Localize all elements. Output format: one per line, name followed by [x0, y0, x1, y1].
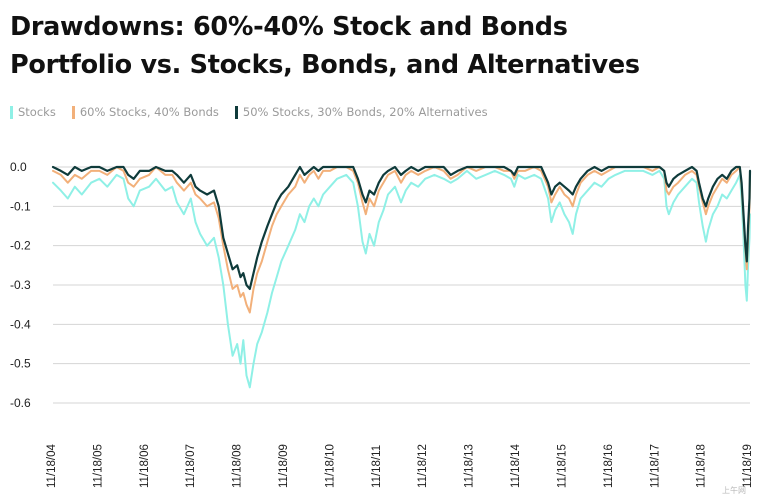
x-tick-label: 11/18/08: [232, 444, 244, 488]
legend-swatch-stocks: [10, 105, 13, 119]
x-tick-label: 11/18/06: [139, 444, 151, 488]
legend-label-60-40: 60% Stocks, 40% Bonds: [79, 105, 219, 119]
legend-item-50-30-20: 50% Stocks, 30% Bonds, 20% Alternatives: [234, 105, 488, 119]
x-tick-label: 11/18/09: [278, 444, 290, 488]
x-tick-label: 11/18/04: [46, 443, 58, 488]
x-tick-label: 11/18/11: [371, 445, 383, 488]
legend-label-stocks: Stocks: [18, 105, 56, 119]
legend-label-50-30-20: 50% Stocks, 30% Bonds, 20% Alternatives: [242, 105, 488, 119]
chart-legend: Stocks 60% Stocks, 40% Bonds 50% Stocks,…: [10, 104, 504, 120]
series-line-1: [52, 166, 751, 314]
y-tick-label: -0.1: [10, 199, 31, 213]
x-tick-label: 11/18/05: [92, 444, 104, 488]
x-tick-label: 11/18/13: [464, 444, 476, 488]
drawdown-line-chart: 0.0 -0.1 -0.2 -0.3 -0.4 -0.5 -0.6 11/18/04 11/18…: [10, 160, 754, 488]
y-tick-label: -0.4: [10, 317, 31, 331]
legend-swatch-60-40: [71, 105, 75, 119]
series-line-0: [52, 169, 751, 389]
chart-title: Drawdowns: 60%-40% Stock and Bonds Portf…: [10, 8, 750, 84]
y-tick-label: -0.6: [10, 396, 31, 410]
y-tick-label: -0.5: [10, 357, 31, 371]
legend-item-stocks: Stocks: [10, 105, 56, 119]
y-tick-label: -0.2: [10, 239, 31, 253]
x-tick-label: 11/18/19: [742, 444, 754, 488]
x-tick-label: 11/18/07: [185, 444, 197, 488]
x-tick-label: 11/18/14: [510, 443, 522, 488]
chart-title-line-2: Portfolio vs. Stocks, Bonds, and Alterna…: [10, 50, 640, 80]
y-tick-label: -0.3: [10, 278, 31, 292]
chart-title-line-1: Drawdowns: 60%-40% Stock and Bonds: [10, 12, 568, 42]
legend-swatch-50-30-20: [234, 105, 238, 119]
x-tick-label: 11/18/10: [324, 444, 336, 488]
x-tick-label: 11/18/18: [696, 444, 708, 488]
x-tick-label: 11/18/12: [417, 444, 429, 488]
watermark: 上午网: [722, 486, 746, 495]
y-tick-label: 0.0: [10, 160, 27, 174]
series-line-2: [51, 165, 752, 290]
x-tick-label: 11/18/16: [603, 444, 615, 488]
x-tick-label: 11/18/15: [557, 444, 569, 488]
legend-item-60-40: 60% Stocks, 40% Bonds: [71, 105, 219, 119]
x-tick-label: 11/18/17: [649, 444, 661, 488]
